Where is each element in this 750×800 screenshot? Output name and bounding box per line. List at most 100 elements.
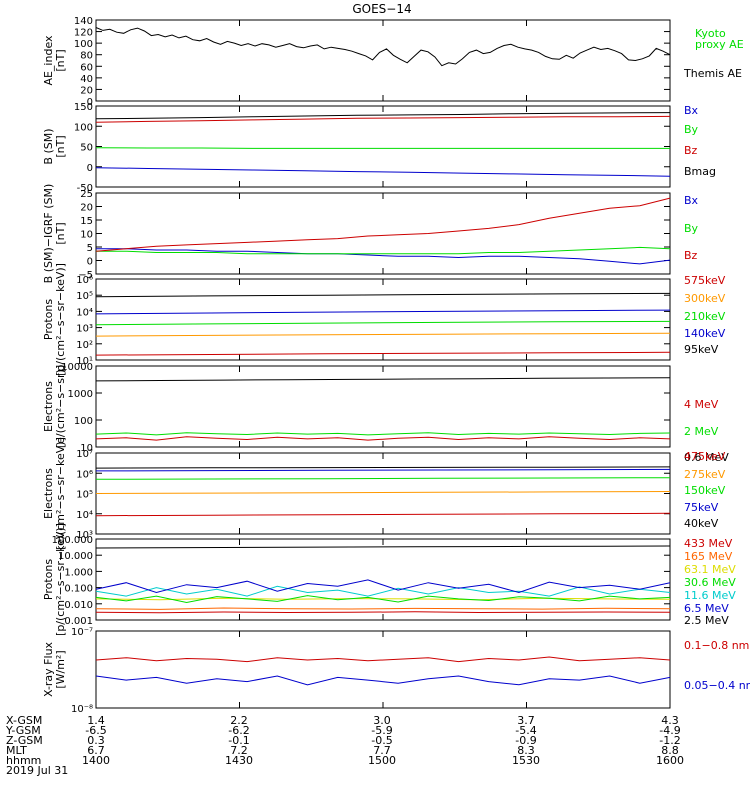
legend-entry: Bx: [684, 104, 699, 117]
y-axis-label: B (SM)−IGRF (SM): [42, 184, 55, 284]
ephemeris-row-label: Z-GSM: [6, 734, 43, 747]
ephemeris-value: -6.5: [85, 724, 106, 737]
series-line-2 MeV: [95, 432, 671, 436]
legend-entry: 63.1 MeV: [684, 563, 736, 576]
legend-entry: 475keV: [684, 450, 726, 463]
series-line-95keV: [95, 292, 671, 298]
y-tick-label: 100: [74, 39, 93, 50]
y-tick-label: 1000: [68, 389, 93, 400]
series-line-Bz: [95, 115, 671, 123]
legend-entry: 433 MeV: [684, 537, 733, 550]
y-tick-label: 150: [74, 102, 93, 113]
ephemeris-value: -5.4: [515, 724, 536, 737]
y-axis-label: X-ray Flux: [42, 641, 55, 697]
legend-entry: 2 MeV: [684, 425, 719, 438]
y-axis-label: Protons: [42, 559, 55, 600]
ephemeris-value: -0.1: [228, 734, 249, 747]
series-line-210keV: [95, 320, 671, 326]
legend-entry: Bx: [684, 194, 699, 207]
y-tick-label: 15: [80, 216, 93, 227]
y-axis-label: Electrons: [42, 381, 55, 432]
ephemeris-row-label: MLT: [6, 744, 27, 757]
series-line-75keV: [95, 468, 671, 472]
series-line-Bx: [96, 248, 671, 265]
ephemeris-value: -0.5: [371, 734, 392, 747]
y-tick-label: 10: [80, 443, 93, 454]
y-tick-label: 5: [87, 243, 93, 254]
series-line-2.5 MeV: [95, 545, 671, 549]
legend-entry: By: [684, 123, 699, 136]
panel-3: −5 0 5 10 15 20 25 B (SM)−IGRF (SM) [nT] Bx By Bz: [42, 184, 699, 284]
ephemeris-value: 1530: [512, 754, 540, 767]
ephemeris-value: 1500: [368, 754, 396, 767]
legend-entry: proxy AE: [695, 38, 744, 51]
y-tick-label: 40: [80, 74, 93, 85]
ephemeris-value: 0.3: [87, 734, 105, 747]
series-line-By: [96, 246, 671, 255]
y-tick-label: 0: [87, 257, 93, 268]
y-tick-label: 60: [80, 62, 93, 73]
ephemeris-value: -5.9: [371, 724, 392, 737]
ephemeris-row-label: hhmm: [6, 754, 41, 767]
ephemeris-value: -0.9: [515, 734, 536, 747]
y-tick-label: 20: [80, 203, 93, 214]
y-axis-label: [e/(cm²−s−sr)]: [54, 365, 67, 448]
ephemeris-value: -6.2: [228, 724, 249, 737]
series-line-Themis AE: [95, 27, 671, 67]
ephemeris-value: 6.7: [87, 744, 105, 757]
y-tick-label: 0.010: [64, 600, 93, 611]
legend-entry: 165 MeV: [684, 550, 733, 563]
legend-entry: 0.6 MeV: [684, 451, 729, 464]
ephemeris-value: 2.2: [230, 714, 248, 727]
legend-entry: 0.05−0.4 nm: [684, 679, 750, 692]
ephemeris-value: -4.9: [659, 724, 680, 737]
series-line-433 MeV: [95, 611, 671, 614]
ephemeris-value: 1600: [656, 754, 684, 767]
y-tick-label: 1.000: [64, 567, 93, 578]
y-axis-label: [nT]: [54, 135, 67, 157]
y-tick-label: 25: [80, 189, 93, 200]
legend-entry: 11.6 MeV: [684, 589, 736, 602]
legend-entry: 30.6 MeV: [684, 576, 736, 589]
panel-5: 10 100 1000 10000 Electrons [e/(cm²−s−sr)] 4 M…: [42, 362, 729, 464]
y-tick-label: 10000: [61, 362, 93, 373]
y-tick-label: 10⁷: [76, 449, 93, 460]
legend-entry: 150keV: [684, 484, 726, 497]
series-line-4 MeV: [95, 436, 671, 441]
series-line-Bx: [95, 167, 671, 177]
ephemeris-value: 7.2: [230, 744, 248, 757]
series-line-0.6 MeV: [95, 377, 671, 382]
series-line-Bz: [95, 197, 671, 252]
y-axis-label: AE_index: [42, 35, 55, 86]
y-tick-label: 10⁶: [76, 275, 93, 286]
series-line-30.6 MeV: [95, 595, 671, 604]
series-line-6.5 MeV: [95, 579, 671, 594]
y-tick-label: 100: [74, 122, 93, 133]
panel-8: 10⁻⁸ 10⁻⁷ X-ray Flux [W/m²] 0.1−0.8 nm 0.05−0…: [42, 627, 750, 715]
legend-entry: Bmag: [684, 165, 716, 178]
y-axis-label: B (SM): [42, 128, 55, 164]
legend-entry: 300keV: [684, 292, 726, 305]
ephemeris-value: 4.3: [661, 714, 679, 727]
series-line-300keV: [95, 332, 671, 337]
legend-entry: 275keV: [684, 468, 726, 481]
plot-date: 2019 Jul 31: [6, 764, 68, 777]
series-line-575keV: [95, 351, 671, 356]
y-tick-label: 10⁵: [76, 291, 93, 302]
series-line-275keV: [95, 491, 671, 494]
legend-entry: 6.5 MeV: [684, 602, 729, 615]
y-tick-label: 10⁻⁷: [71, 627, 93, 638]
series-line-Bmag: [95, 112, 671, 120]
series-line-40keV: [95, 466, 671, 469]
y-tick-label: −5: [78, 270, 93, 281]
legend-entry: 0.1−0.8 nm: [684, 639, 749, 652]
y-tick-label: 10⁴: [76, 307, 93, 318]
y-tick-label: 10¹: [76, 356, 93, 367]
ephemeris-value: 1430: [225, 754, 253, 767]
series-line-By: [95, 147, 670, 149]
y-axis-label: [p/(cm²−s−sr−keV)]: [54, 523, 67, 636]
series-line-11.6 MeV: [95, 585, 671, 597]
legend-entry: 2.5 MeV: [684, 614, 729, 627]
series-line-0.1−0.8 nm: [95, 656, 671, 663]
